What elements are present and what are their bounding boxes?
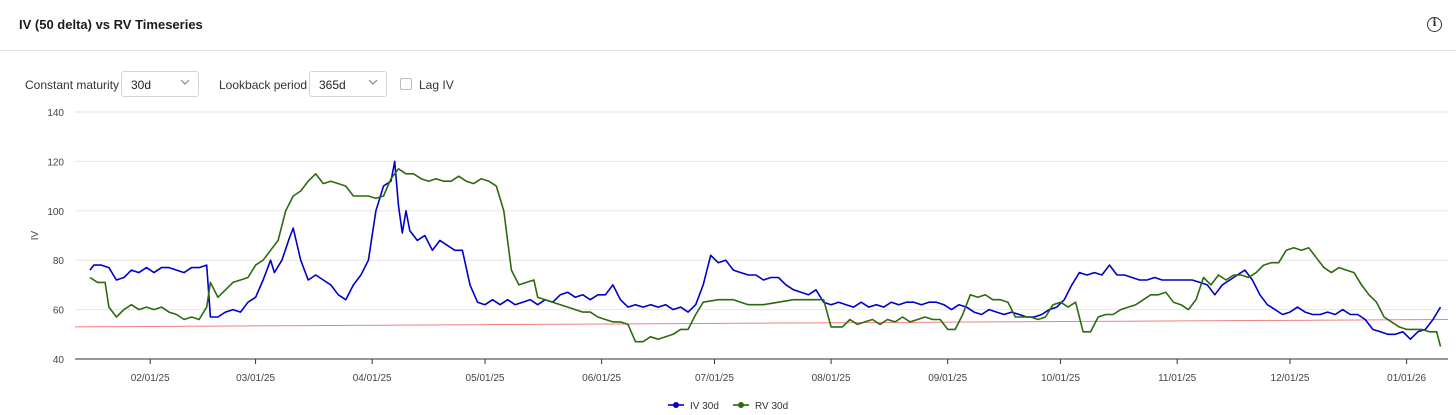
- y-tick-label: 60: [53, 306, 65, 317]
- y-tick-label: 140: [47, 108, 64, 119]
- series-line-rv: [89, 168, 1442, 347]
- lag-iv-label: Lag IV: [419, 78, 454, 92]
- lag-iv-checkbox[interactable]: [400, 78, 412, 90]
- chart-title: IV (50 delta) vs RV Timeseries: [19, 17, 203, 32]
- lookback-select-value: 365d: [319, 78, 346, 92]
- y-tick-label: 40: [53, 355, 65, 366]
- lookback-label: Lookback period: [219, 78, 308, 92]
- x-tick-label: 12/01/25: [1271, 373, 1310, 384]
- legend-swatch-dot: [673, 402, 679, 408]
- y-tick-label: 120: [47, 157, 64, 168]
- x-tick-label: 03/01/25: [236, 373, 275, 384]
- chevron-down-icon: [180, 79, 190, 85]
- x-tick-label: 11/01/25: [1158, 373, 1197, 384]
- maturity-select-value: 30d: [131, 78, 152, 92]
- chart-header: IV (50 delta) vs RV Timeseries i: [0, 0, 1456, 51]
- reference-line: [74, 318, 1449, 328]
- maturity-select[interactable]: 30d: [121, 71, 199, 97]
- chevron-down-icon: [368, 79, 378, 85]
- x-tick-label: 09/01/25: [928, 373, 967, 384]
- x-tick-label: 05/01/25: [466, 373, 505, 384]
- x-tick-label: 01/01/26: [1387, 373, 1426, 384]
- x-tick-label: 10/01/25: [1041, 373, 1080, 384]
- series-line-iv: [89, 160, 1442, 341]
- maturity-label: Constant maturity: [25, 78, 120, 92]
- x-tick-label: 06/01/25: [582, 373, 621, 384]
- legend-swatch-dot: [738, 402, 744, 408]
- x-tick-label: 02/01/25: [131, 373, 170, 384]
- legend-label: IV 30d: [690, 401, 719, 412]
- info-circle-icon[interactable]: i: [1427, 17, 1442, 32]
- legend-label: RV 30d: [755, 401, 788, 412]
- y-tick-label: 100: [47, 207, 64, 218]
- x-tick-label: 07/01/25: [695, 373, 734, 384]
- y-tick-label: 80: [53, 256, 65, 267]
- y-axis-label: IV: [30, 230, 41, 240]
- x-tick-label: 08/01/25: [812, 373, 851, 384]
- x-tick-label: 04/01/25: [353, 373, 392, 384]
- chart-controls: Constant maturity 30d Lookback period 36…: [0, 71, 1456, 99]
- lookback-select[interactable]: 365d: [309, 71, 387, 97]
